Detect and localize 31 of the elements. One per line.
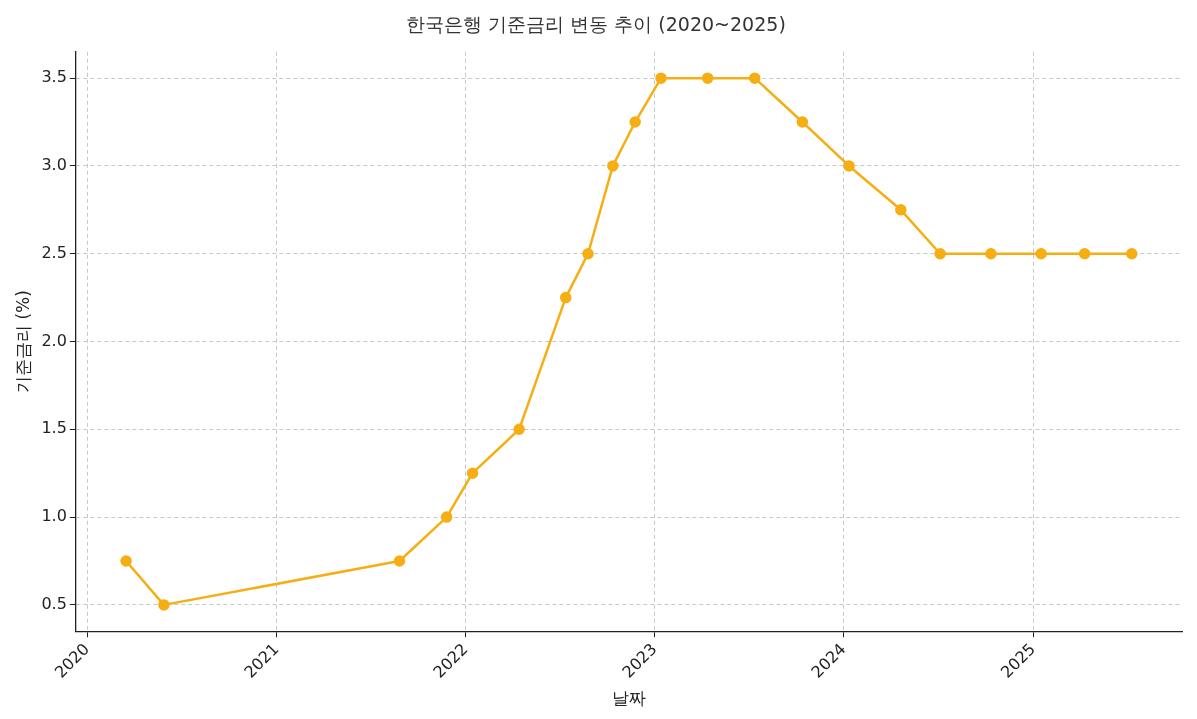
y-tick-label: 0.5 [41, 594, 67, 614]
point [120, 555, 132, 567]
y-axis-title: 기준금리 (%) [12, 290, 33, 393]
point [440, 511, 453, 523]
y-tick-label: 1.0 [41, 506, 67, 526]
y-tick-label: 3.5 [41, 67, 67, 87]
point [796, 116, 809, 128]
point [749, 72, 761, 84]
point [513, 423, 525, 436]
point [895, 204, 907, 216]
point [843, 160, 855, 172]
point [559, 291, 572, 304]
point [701, 72, 714, 84]
y-tick-label: 3.0 [41, 155, 67, 175]
point [629, 116, 641, 128]
point [1126, 247, 1138, 260]
point [393, 555, 406, 567]
point [466, 467, 479, 479]
y-tick-label: 2.0 [41, 330, 67, 350]
chart-title: 한국은행 기준금리 변동 추이 (2020~2025) [406, 13, 786, 36]
point [1078, 247, 1091, 260]
point [607, 160, 619, 172]
point [985, 247, 997, 260]
point [655, 72, 667, 84]
y-tick-label: 2.5 [41, 242, 67, 262]
point [158, 599, 170, 611]
y-tick-label: 1.5 [41, 418, 67, 438]
point [934, 247, 946, 260]
x-axis-title: 날짜 [611, 688, 646, 709]
point [582, 247, 594, 260]
point [1035, 247, 1047, 260]
